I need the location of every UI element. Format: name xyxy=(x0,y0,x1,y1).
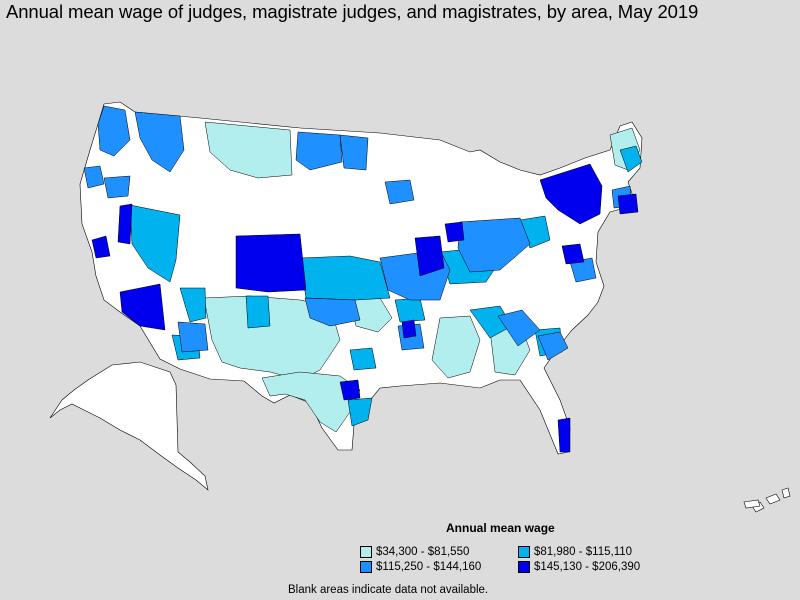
wage-tier-3-regions xyxy=(83,105,633,361)
legend-label-tier-3: $115,250 - $144,160 xyxy=(376,561,482,573)
legend-swatch-tier-1 xyxy=(360,546,372,558)
legend-swatch-tier-3 xyxy=(360,561,372,573)
legend-item-tier-2: $81,980 - $115,110 xyxy=(518,546,632,558)
legend-label-tier-1: $34,300 - $81,550 xyxy=(376,546,470,558)
wage-tier-4-regions xyxy=(91,163,639,453)
legend-swatch-tier-2 xyxy=(518,546,530,558)
alaska xyxy=(49,361,209,491)
legend-item-tier-1: $34,300 - $81,550 xyxy=(360,546,469,558)
map-title: Annual mean wage of judges, magistrate j… xyxy=(6,1,699,22)
legend-label-tier-2: $81,980 - $115,110 xyxy=(534,546,633,558)
legend-title: Annual mean wage xyxy=(446,521,555,535)
footnote: Blank areas indicate data not available. xyxy=(288,584,489,596)
legend-label-tier-4: $145,130 - $206,390 xyxy=(534,561,641,573)
legend-swatch-tier-4 xyxy=(518,561,530,573)
legend-item-tier-3: $115,250 - $144,160 xyxy=(360,561,481,573)
legend-item-tier-4: $145,130 - $206,390 xyxy=(518,561,640,573)
puerto-rico xyxy=(743,499,761,509)
